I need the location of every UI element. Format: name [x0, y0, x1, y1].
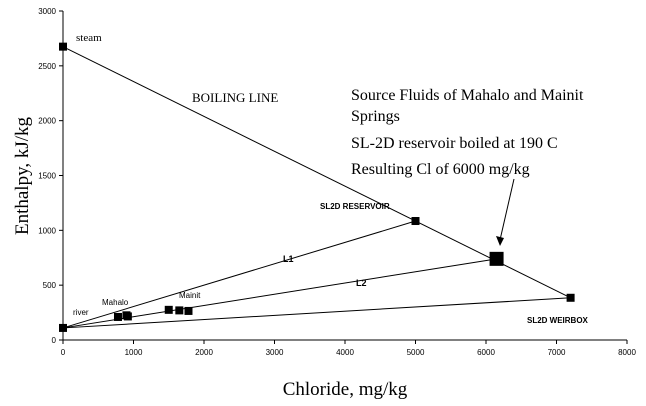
x-tick-label: 3000 — [266, 348, 284, 357]
x-tick-label: 6000 — [477, 348, 495, 357]
annotation-river: river — [73, 308, 89, 317]
x-axis-label: Chloride, mg/kg — [283, 379, 408, 400]
data-point-4 — [489, 251, 504, 266]
y-tick-label: 500 — [43, 281, 57, 290]
axes — [59, 10, 628, 344]
annotation-sl2d-reservoir: SL2D RESERVOIR — [320, 202, 390, 211]
y-axis-label: Enthalpy, kJ/kg — [12, 116, 33, 235]
data-point-8 — [164, 305, 173, 314]
x-tick-label: 0 — [61, 348, 66, 357]
annotation-steam: steam — [76, 32, 102, 44]
y-tick-label: 2000 — [38, 117, 56, 126]
data-point-10 — [184, 306, 193, 315]
annotation-l1: L1 — [283, 254, 294, 264]
x-tick-label: 7000 — [548, 348, 566, 357]
annotation-arrow — [499, 178, 515, 241]
annotation-sl2d-weirbox: SL2D WEIRBOX — [527, 316, 589, 325]
mixing-line-1 — [62, 220, 416, 329]
mixing-lines — [62, 46, 571, 329]
mixing-line-3 — [62, 297, 571, 329]
y-tick-label: 1000 — [38, 226, 56, 235]
data-point-3 — [566, 293, 575, 302]
annotation-boiling-line: BOILING LINE — [192, 90, 278, 105]
y-tick-label: 2500 — [38, 62, 56, 71]
mixing-line-0 — [62, 46, 571, 299]
x-tick-label: 1000 — [125, 348, 143, 357]
annotation-springs: Springs — [351, 108, 400, 125]
annotation-source-fluids: Source Fluids of Mahalo and Mainit — [351, 87, 584, 104]
annotation-mahalo: Mahalo — [102, 298, 129, 307]
y-tick-label: 1500 — [38, 172, 56, 181]
x-tick-label: 8000 — [618, 348, 636, 357]
annotation-resulting-cl: Resulting Cl of 6000 mg/kg — [351, 161, 530, 178]
annotation-arrowhead — [496, 236, 504, 246]
data-point-5 — [113, 312, 122, 321]
data-point-9 — [175, 306, 184, 315]
data-point-1 — [59, 323, 67, 332]
annotation-mainit: Mainit — [179, 291, 201, 300]
annotation-reservoir-boiled: SL-2D reservoir boiled at 190 C — [351, 135, 558, 152]
annotation-l2: L2 — [356, 278, 367, 288]
x-tick-label: 5000 — [407, 348, 425, 357]
data-point-2 — [411, 217, 420, 226]
mixing-line-2 — [62, 258, 497, 329]
tick-labels: 0 1000 2000 3000 4000 5000 6000 7000 8000 0 500 100… — [38, 7, 636, 357]
data-point-0 — [59, 42, 67, 51]
x-tick-label: 2000 — [195, 348, 213, 357]
x-tick-label: 4000 — [336, 348, 354, 357]
data-points — [59, 42, 575, 332]
y-tick-label: 3000 — [38, 7, 56, 16]
data-point-7 — [123, 312, 132, 321]
y-tick-label: 0 — [52, 336, 57, 345]
